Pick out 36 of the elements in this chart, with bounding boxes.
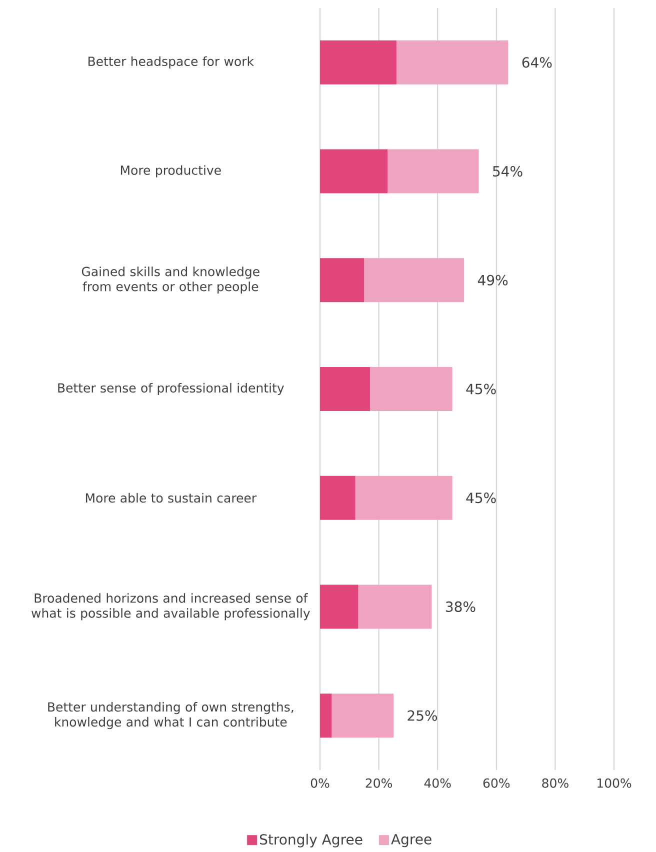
y-tick-label: Better understanding of own strengths, knowledge and what I can contribute	[48, 702, 294, 730]
bar	[320, 40, 396, 84]
x-tick-label: 0%	[310, 778, 330, 788]
x-tick-label: 80%	[542, 778, 568, 788]
y-tick-label: Broadened horizons and increased sense of what is possible and available professionally	[32, 593, 310, 620]
total-label: 25%	[408, 710, 438, 721]
bar	[320, 149, 388, 194]
y-tick-label: Gained skills and knowledge from events or other people	[82, 266, 260, 294]
bar	[364, 258, 464, 302]
bar	[358, 584, 432, 629]
bar	[355, 476, 452, 520]
x-tick-label: 100%	[598, 778, 632, 788]
y-tick-label: More able to sustain career	[86, 493, 257, 503]
legend-label: Strongly Agree	[260, 834, 362, 848]
y-tick-label: Better headspace for work	[88, 56, 254, 68]
x-tick-label: 40%	[424, 778, 451, 788]
x-tick-label: 20%	[366, 778, 392, 788]
bar	[388, 149, 479, 194]
total-label: 45%	[466, 492, 496, 504]
legend-label: Agree	[391, 834, 432, 848]
bar	[320, 366, 370, 411]
y-tick-label: Better sense of professional identity	[58, 382, 284, 396]
total-label: 49%	[478, 274, 508, 286]
y-tick-label: More productive	[120, 165, 221, 178]
bar	[396, 40, 508, 84]
bar	[320, 694, 332, 738]
bar	[320, 476, 356, 520]
total-label: 38%	[446, 601, 476, 612]
total-label: 45%	[466, 384, 496, 394]
x-tick-label: 60%	[483, 778, 510, 788]
bar	[332, 694, 394, 738]
bar	[320, 258, 364, 302]
bar	[320, 584, 358, 629]
total-label: 54%	[493, 166, 522, 177]
total-label: 64%	[522, 57, 552, 68]
bar	[370, 366, 452, 411]
